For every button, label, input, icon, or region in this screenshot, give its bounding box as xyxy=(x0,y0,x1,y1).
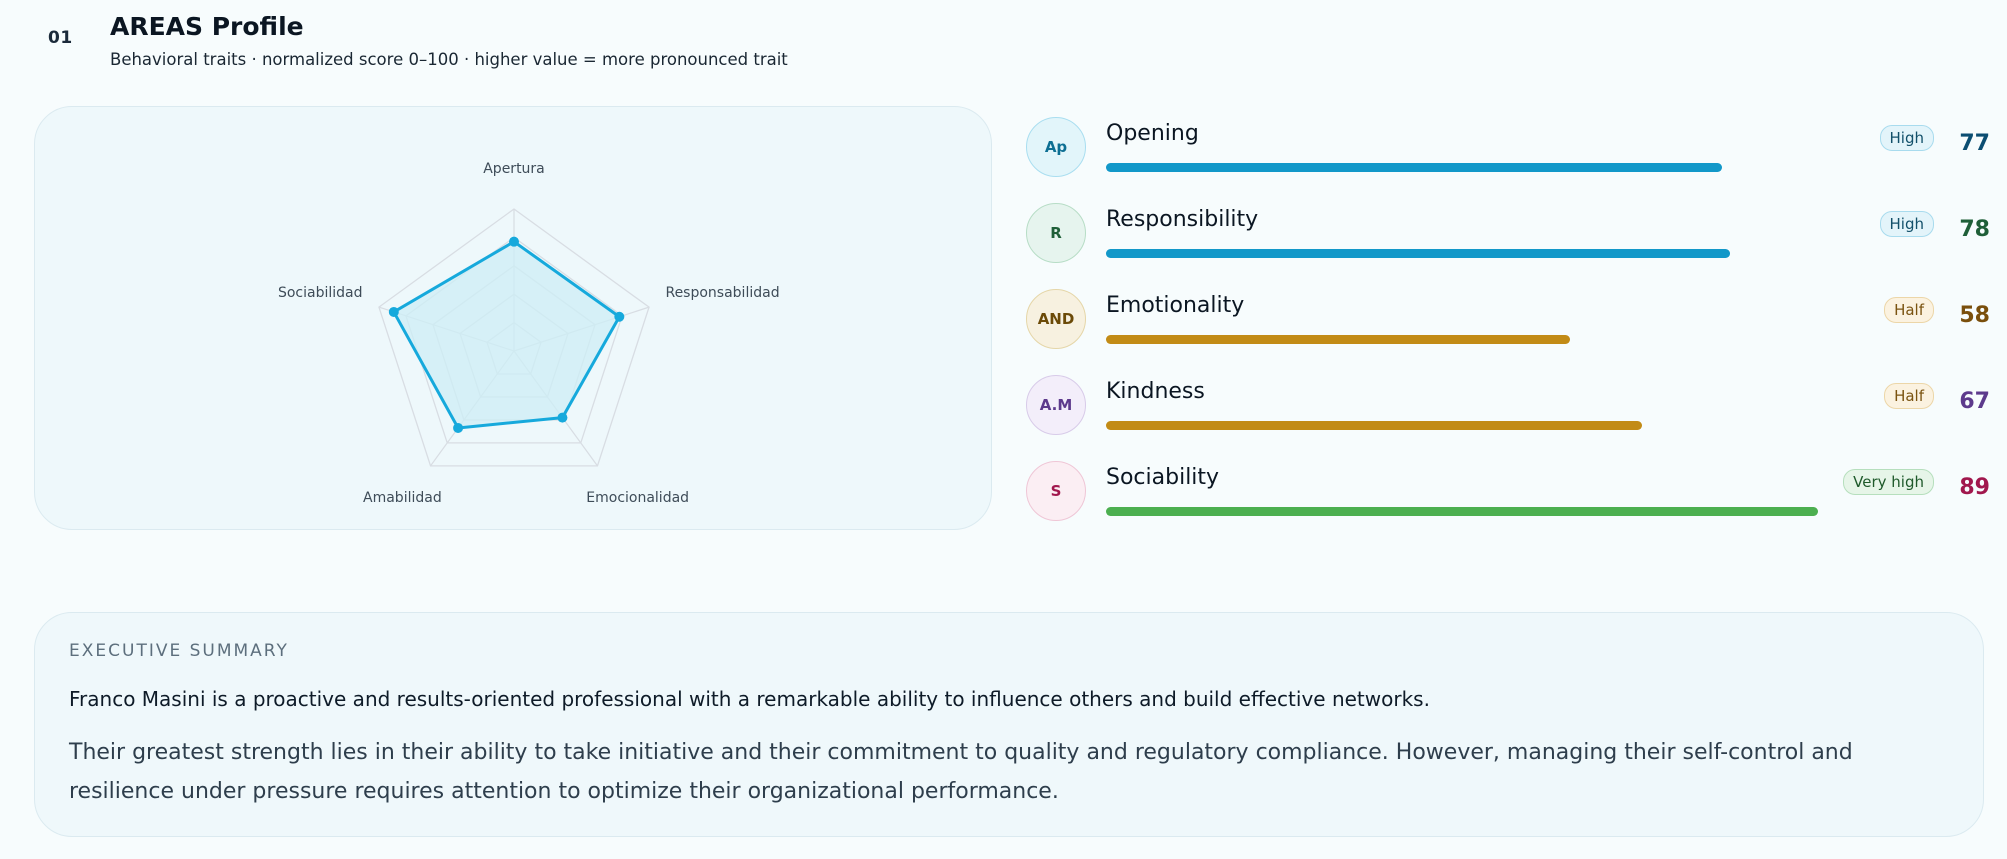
trait-bar-fill xyxy=(1106,163,1722,172)
trait-bar-fill xyxy=(1106,421,1642,430)
radar-chart-card: Apertura Responsabilidad Emocionalidad Amab… xyxy=(34,106,992,530)
trait-avatar: S xyxy=(1026,461,1086,521)
trait-avatar: R xyxy=(1026,203,1086,263)
section-number: 01 xyxy=(48,28,73,48)
trait-level-badge: Half xyxy=(1884,297,1934,323)
trait-name: Sociability xyxy=(1106,465,1220,490)
trait-avatar: A.M xyxy=(1026,375,1086,435)
trait-list: Ap Opening High 77 R Responsibility High… xyxy=(1024,113,1994,543)
trait-level-badge: Very high xyxy=(1843,469,1934,495)
radar-point xyxy=(453,422,464,433)
trait-name: Emotionality xyxy=(1106,293,1245,318)
trait-score: 58 xyxy=(1959,303,1990,328)
trait-bar-fill xyxy=(1106,507,1818,516)
summary-lead: Franco Masini is a proactive and results… xyxy=(69,687,1430,711)
radar-point xyxy=(557,412,568,423)
trait-name: Responsibility xyxy=(1106,207,1259,232)
page-title: AREAS Profile xyxy=(110,12,304,41)
radar-axis-label: Amabilidad xyxy=(363,490,442,506)
executive-summary-card: EXECUTIVE SUMMARY Franco Masini is a pro… xyxy=(34,612,1984,837)
radar-point xyxy=(614,311,625,322)
trait-score: 67 xyxy=(1959,389,1990,414)
trait-name: Kindness xyxy=(1106,379,1205,404)
trait-bar-track xyxy=(1106,163,1826,172)
radar-series-area xyxy=(392,240,621,430)
trait-avatar: AND xyxy=(1026,289,1086,349)
summary-heading: EXECUTIVE SUMMARY xyxy=(69,641,289,661)
trait-bar-track xyxy=(1106,507,1826,516)
trait-score: 77 xyxy=(1959,131,1990,156)
trait-row: R Responsibility High 78 xyxy=(1024,199,1994,285)
trait-bar-track xyxy=(1106,249,1826,258)
trait-level-badge: Half xyxy=(1884,383,1934,409)
radar-axis-label: Emocionalidad xyxy=(586,490,689,506)
trait-bar-track xyxy=(1106,335,1826,344)
radar-point xyxy=(388,306,399,317)
radar-chart: Apertura Responsabilidad Emocionalidad Amab… xyxy=(278,161,780,506)
trait-bar-track xyxy=(1106,421,1826,430)
trait-score: 78 xyxy=(1959,217,1990,242)
radar-grid-ring xyxy=(378,208,650,467)
radar-axis-label: Apertura xyxy=(483,161,545,177)
page-subtitle: Behavioral traits · normalized score 0–1… xyxy=(110,50,788,69)
trait-level-badge: High xyxy=(1879,211,1934,237)
radar-axis-label: Responsabilidad xyxy=(665,285,779,301)
radar-point xyxy=(509,236,519,247)
trait-row: A.M Kindness Half 67 xyxy=(1024,371,1994,457)
trait-bar-fill xyxy=(1106,249,1730,258)
trait-row: S Sociability Very high 89 xyxy=(1024,457,1994,543)
trait-name: Opening xyxy=(1106,121,1199,146)
trait-score: 89 xyxy=(1959,475,1990,500)
trait-row: AND Emotionality Half 58 xyxy=(1024,285,1994,371)
trait-avatar: Ap xyxy=(1026,117,1086,177)
radar-axis-label: Sociabilidad xyxy=(278,285,363,301)
summary-body: Their greatest strength lies in their ab… xyxy=(69,740,1853,804)
trait-level-badge: High xyxy=(1879,125,1934,151)
trait-bar-fill xyxy=(1106,335,1570,344)
trait-row: Ap Opening High 77 xyxy=(1024,113,1994,199)
